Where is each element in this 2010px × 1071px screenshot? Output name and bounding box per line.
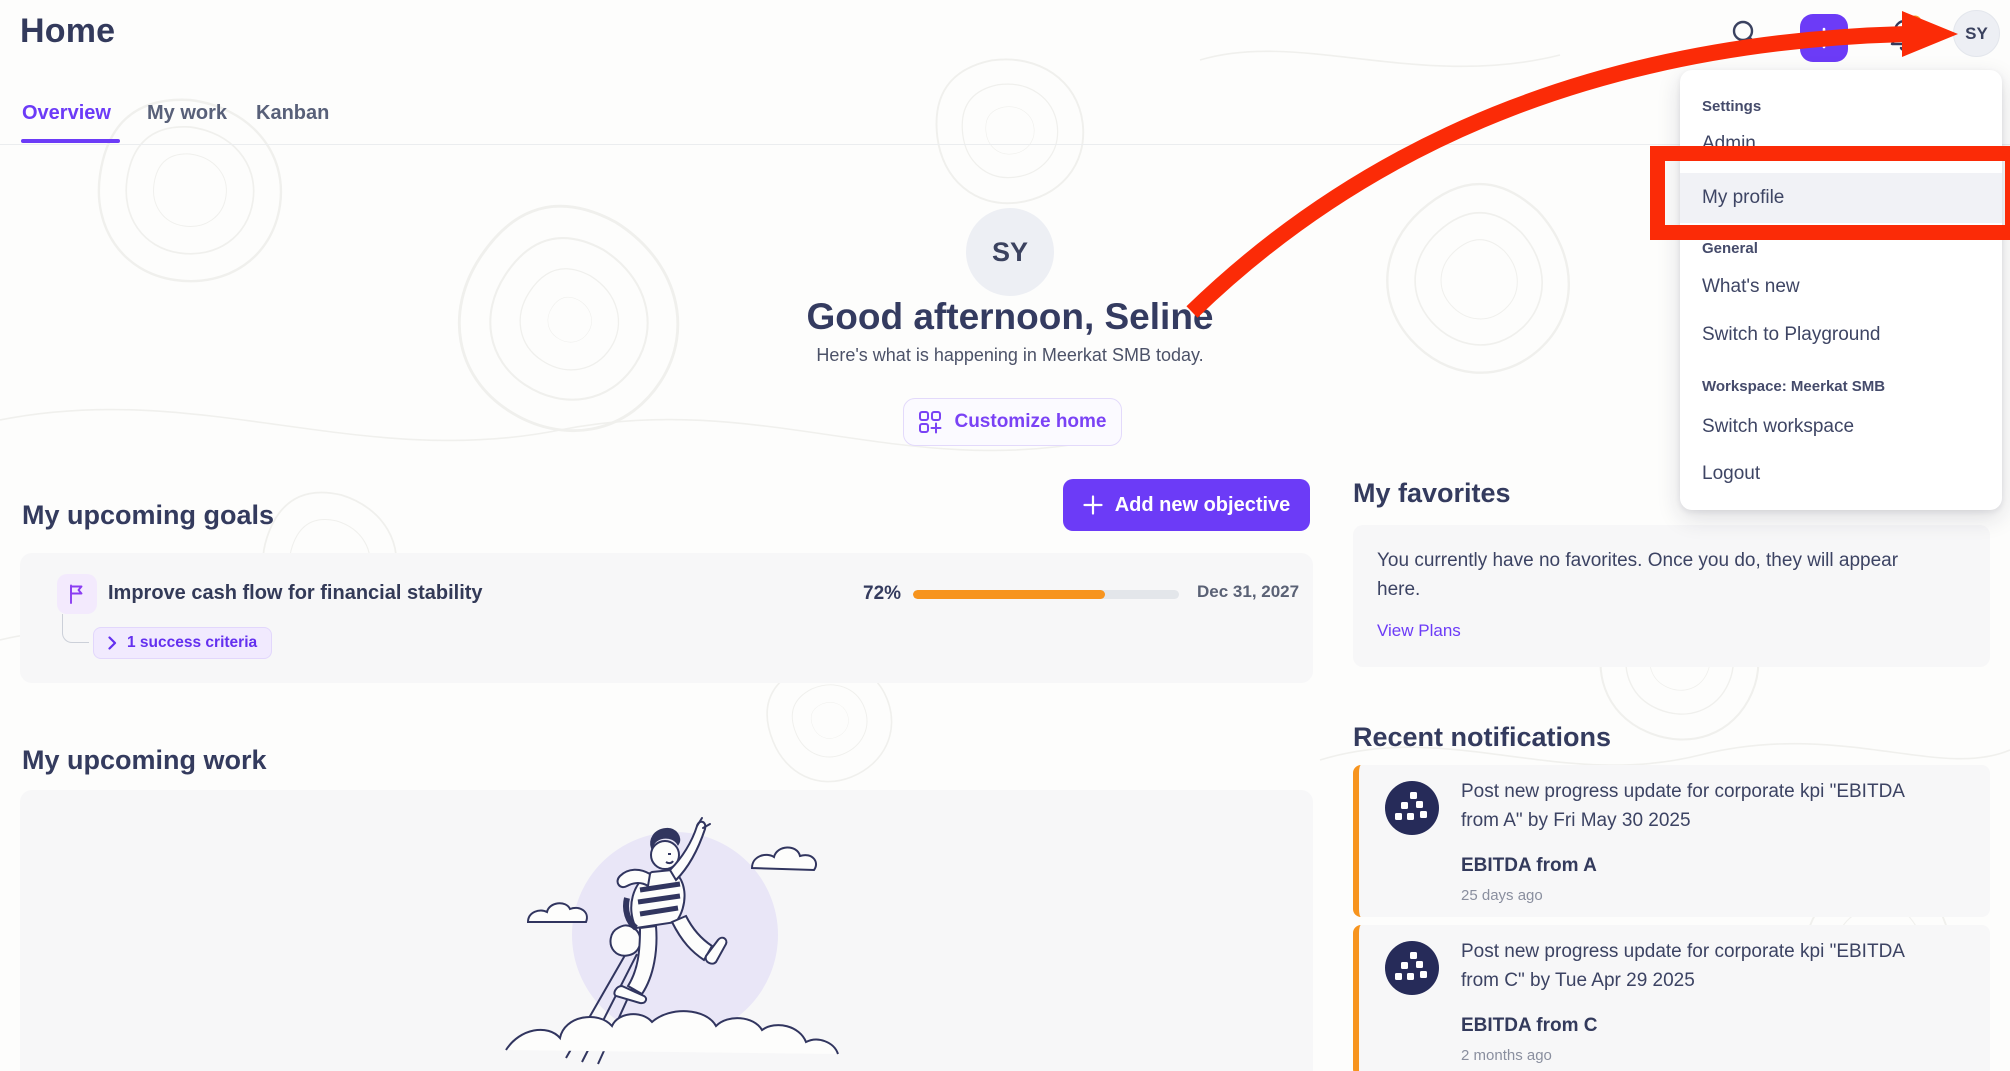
customize-home-button[interactable]: Customize home	[903, 398, 1122, 446]
search-icon[interactable]	[1728, 16, 1762, 50]
menu-section-workspace: Workspace: Meerkat SMB	[1702, 378, 1886, 395]
goal-due-date: Dec 31, 2027	[1197, 582, 1300, 601]
tab-kanban[interactable]: Kanban	[256, 102, 330, 124]
notifications-section-title: Recent notifications	[1353, 722, 1612, 752]
greeting-subtitle: Here's what is happening in Meerkat SMB …	[816, 345, 1204, 365]
notification-timestamp: 2 months ago	[1461, 1047, 1552, 1064]
menu-item-my-profile[interactable]: My profile	[1680, 173, 2002, 223]
kpi-icon	[1385, 781, 1439, 835]
menu-item-logout[interactable]: Logout	[1702, 463, 1761, 484]
success-criteria-expander[interactable]: 1 success criteria	[93, 627, 273, 659]
grid-plus-icon	[919, 411, 942, 434]
kpi-icon	[1385, 941, 1439, 995]
greeting-title: Good afternoon, Seline	[806, 296, 1214, 337]
notification-kpi-link[interactable]: EBITDA from C	[1461, 1015, 1598, 1036]
add-new-objective-label: Add new objective	[1114, 493, 1291, 516]
notification-badge-dot	[1908, 15, 1922, 29]
objective-flag-icon	[57, 574, 97, 614]
user-avatar[interactable]: SY	[1953, 10, 2000, 57]
goal-tree-connector	[62, 614, 89, 643]
goal-progress-bar	[913, 590, 1179, 599]
goals-section-title: My upcoming goals	[22, 500, 275, 530]
favorites-section-title: My favorites	[1353, 478, 1511, 508]
notification-timestamp: 25 days ago	[1461, 887, 1543, 904]
user-dropdown-menu: Settings Admin My profile General What's…	[1680, 70, 2002, 510]
tab-my-work[interactable]: My work	[147, 102, 228, 124]
notification-text: Post new progress update for corporate k…	[1461, 781, 1904, 832]
menu-section-settings: Settings	[1702, 98, 1762, 115]
menu-item-admin[interactable]: Admin	[1702, 133, 1756, 154]
view-plans-link[interactable]: View Plans	[1377, 621, 1461, 640]
create-new-button[interactable]	[1800, 14, 1848, 62]
plus-icon	[1813, 27, 1835, 49]
menu-section-general: General	[1702, 240, 1758, 257]
favorites-card: You currently have no favorites. Once yo…	[1353, 525, 1990, 667]
menu-item-whats-new[interactable]: What's new	[1702, 276, 1800, 297]
notification-text: Post new progress update for corporate k…	[1461, 941, 1904, 992]
success-criteria-label: 1 success criteria	[127, 634, 258, 651]
plus-icon	[1083, 495, 1103, 515]
greeting-avatar: SY	[966, 208, 1054, 296]
menu-item-switch-workspace[interactable]: Switch workspace	[1702, 416, 1855, 437]
tab-overview[interactable]: Overview	[22, 102, 111, 124]
goal-card[interactable]: Improve cash flow for financial stabilit…	[20, 553, 1313, 683]
chevron-right-icon	[108, 636, 117, 650]
upcoming-work-card	[20, 790, 1313, 1071]
notification-kpi-link[interactable]: EBITDA from A	[1461, 855, 1597, 876]
add-new-objective-button[interactable]: Add new objective	[1063, 479, 1310, 531]
customize-home-label: Customize home	[954, 411, 1107, 432]
goal-name[interactable]: Improve cash flow for financial stabilit…	[108, 582, 483, 604]
work-section-title: My upcoming work	[22, 745, 267, 775]
notification-card[interactable]: Post new progress update for corporate k…	[1353, 925, 1990, 1071]
notification-card[interactable]: Post new progress update for corporate k…	[1353, 765, 1990, 917]
notifications-bell-icon[interactable]	[1882, 12, 1928, 58]
active-tab-underline	[21, 139, 120, 143]
rocket-person-illustration	[505, 817, 839, 1065]
menu-item-switch-to-playground[interactable]: Switch to Playground	[1702, 324, 1881, 345]
favorites-empty-text: You currently have no favorites. Once yo…	[1377, 550, 1899, 600]
goal-progress-percent: 72%	[863, 583, 902, 604]
page-title: Home	[20, 12, 116, 50]
goal-progress-fill	[913, 590, 1105, 599]
